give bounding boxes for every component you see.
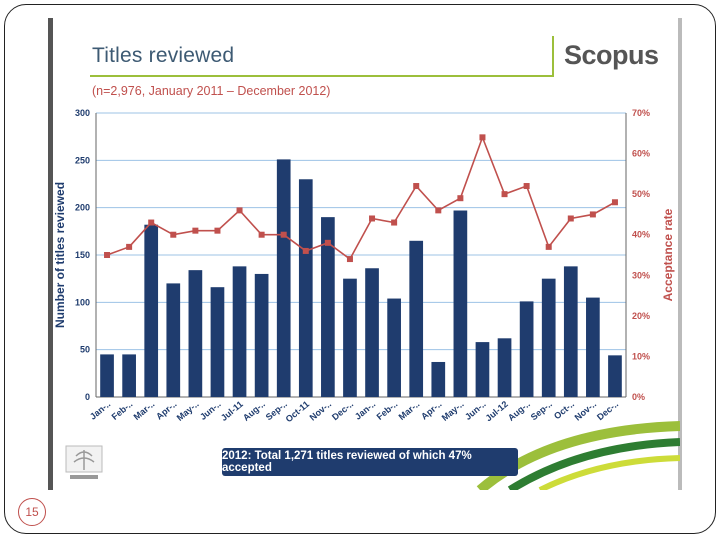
bar [475, 342, 490, 397]
bar [497, 338, 512, 397]
x-tick-label: May-.. [440, 399, 466, 423]
line-point [324, 239, 331, 246]
bar [409, 240, 424, 397]
x-tick-label: Nov-.. [308, 399, 334, 423]
slide-title: Titles reviewed [92, 44, 235, 67]
x-tick-label: Jun-.. [198, 399, 223, 422]
line-point [192, 227, 199, 234]
line-point [104, 252, 111, 258]
bar [298, 179, 313, 397]
bar [541, 278, 556, 397]
slide-right-border [678, 18, 682, 490]
y-tick-label: 150 [75, 250, 90, 260]
line-point [214, 227, 221, 234]
x-tick-label: Apr-.. [154, 399, 178, 422]
title-divider [552, 36, 554, 77]
x-tick-label: Dec-.. [330, 399, 355, 422]
y2-tick-label: 70% [632, 108, 650, 118]
y-tick-label: 200 [75, 203, 90, 213]
summary-caption: 2012: Total 1,271 titles reviewed of whi… [222, 448, 518, 476]
bar [387, 298, 401, 397]
bar [144, 224, 159, 397]
line-point [567, 215, 574, 222]
titles-reviewed-chart: 0 50 100 150 200 250 300 0% 10% 20% 30% 40% 50% 60% 70… [53, 108, 675, 424]
title-underline [90, 75, 552, 77]
x-tick-label: Jul-11 [219, 399, 245, 423]
y2-tick-label: 10% [632, 351, 650, 361]
x-tick-label: Oct-11 [284, 399, 312, 424]
bar [586, 297, 600, 397]
bar [188, 270, 203, 397]
line-point [501, 191, 508, 198]
acceptance-rate-line [106, 135, 616, 261]
x-tick-label: Mar-.. [132, 399, 157, 422]
line-point [236, 207, 243, 214]
slide-subtitle: (n=2,976, January 2011 – December 2012) [92, 84, 331, 98]
line-point [523, 183, 530, 190]
line-point [457, 195, 464, 202]
x-tick-label: Feb-.. [110, 399, 135, 422]
bar [210, 287, 225, 397]
bar [563, 266, 578, 397]
x-tick-label: Sep-.. [529, 399, 554, 422]
y-tick-label: 100 [75, 297, 90, 307]
bar [365, 268, 379, 397]
x-tick-label: Dec-.. [595, 399, 620, 422]
bar [608, 355, 622, 397]
line-point [479, 134, 486, 141]
line-point [280, 231, 287, 238]
y2-tick-label: 20% [632, 311, 650, 321]
line-point [611, 199, 618, 206]
x-tick-label: Aug-.. [241, 399, 267, 423]
line-point [346, 256, 353, 263]
bar [232, 266, 247, 397]
x-tick-label: Jun-.. [463, 399, 488, 422]
x-tick-label: Oct-.. [552, 399, 576, 421]
bar [122, 354, 136, 397]
line-point [170, 231, 177, 238]
y-tick-label: 300 [75, 108, 90, 118]
x-tick-label: Feb-.. [375, 399, 400, 422]
bar [343, 278, 357, 397]
bar [453, 210, 468, 397]
y2-tick-label: 0% [632, 392, 645, 402]
y-axis-title: Number of titles reviewed [53, 182, 67, 328]
bar [321, 217, 335, 397]
line-point [413, 183, 420, 190]
decorative-swirl [476, 421, 680, 490]
y-tick-label: 250 [75, 155, 90, 165]
x-tick-label: Jan-.. [353, 399, 377, 422]
bar [254, 273, 269, 397]
bar [166, 283, 181, 397]
y-tick-label: 50 [80, 345, 90, 355]
line-point [369, 215, 376, 222]
x-tick-label: May-.. [175, 399, 201, 423]
line-point [126, 243, 133, 250]
line-point [545, 243, 552, 250]
y2-tick-label: 60% [632, 149, 650, 159]
bar [519, 301, 534, 397]
bar [276, 159, 291, 397]
bar [431, 361, 446, 397]
bar [100, 354, 114, 397]
line-point [391, 219, 398, 226]
elsevier-logo [65, 445, 103, 479]
line-point [148, 219, 155, 226]
slide-left-border [48, 18, 53, 490]
x-tick-label: Jan-.. [88, 399, 112, 422]
page-number: 15 [18, 498, 46, 526]
y2-tick-label: 40% [632, 230, 650, 240]
scopus-logo-text: Scopus [564, 40, 659, 70]
y2-axis-title: Acceptance rate [661, 208, 675, 301]
line-point [589, 211, 596, 218]
line-point [258, 231, 265, 238]
line-point [302, 247, 309, 254]
y2-tick-label: 50% [632, 189, 650, 199]
x-tick-label: Mar-.. [397, 399, 422, 422]
line-point [435, 207, 442, 214]
y-tick-label: 0 [85, 392, 90, 402]
y2-tick-label: 30% [632, 270, 650, 280]
x-tick-label: Apr-.. [419, 399, 443, 422]
